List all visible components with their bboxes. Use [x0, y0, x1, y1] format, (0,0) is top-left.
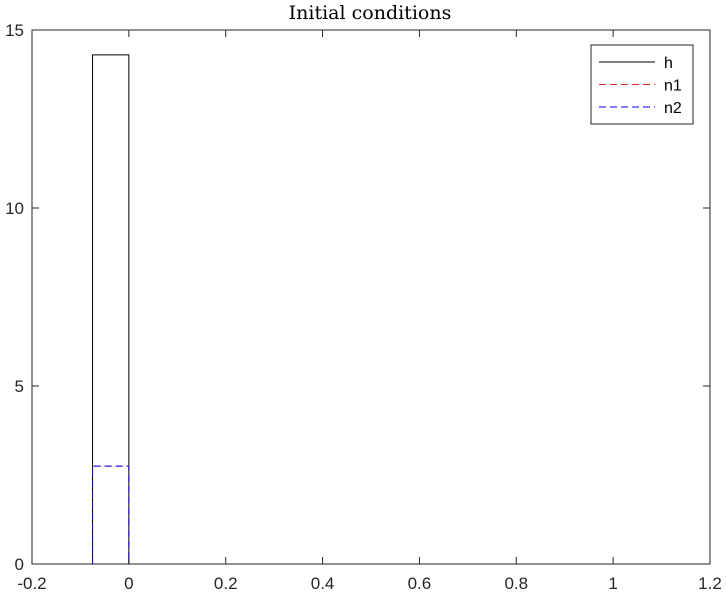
y-tick-label: 5 — [15, 377, 24, 396]
y-tick-label: 10 — [5, 199, 24, 218]
legend-label-h: h — [664, 55, 673, 72]
series-line-n2 — [92, 465, 710, 565]
x-tick-label: 1 — [608, 574, 617, 593]
x-tick-label: -0.2 — [17, 574, 46, 593]
x-tick-label: 0.2 — [214, 574, 238, 593]
legend-label-n2: n2 — [664, 100, 682, 117]
y-tick-label: 0 — [15, 555, 24, 574]
legend-box — [590, 44, 694, 125]
x-tick-label: 0.6 — [408, 574, 432, 593]
y-tick-label: 15 — [5, 21, 24, 40]
x-tick-label: 1.2 — [698, 574, 722, 593]
legend-label-n1: n1 — [664, 78, 682, 95]
chart-title: Initial conditions — [289, 2, 452, 24]
x-tick-label: 0 — [124, 574, 133, 593]
plot-frame — [31, 29, 711, 565]
x-tick-label: 0.8 — [504, 574, 528, 593]
x-tick-label: 0.4 — [311, 574, 335, 593]
legend: h n1 n2 — [590, 44, 694, 125]
